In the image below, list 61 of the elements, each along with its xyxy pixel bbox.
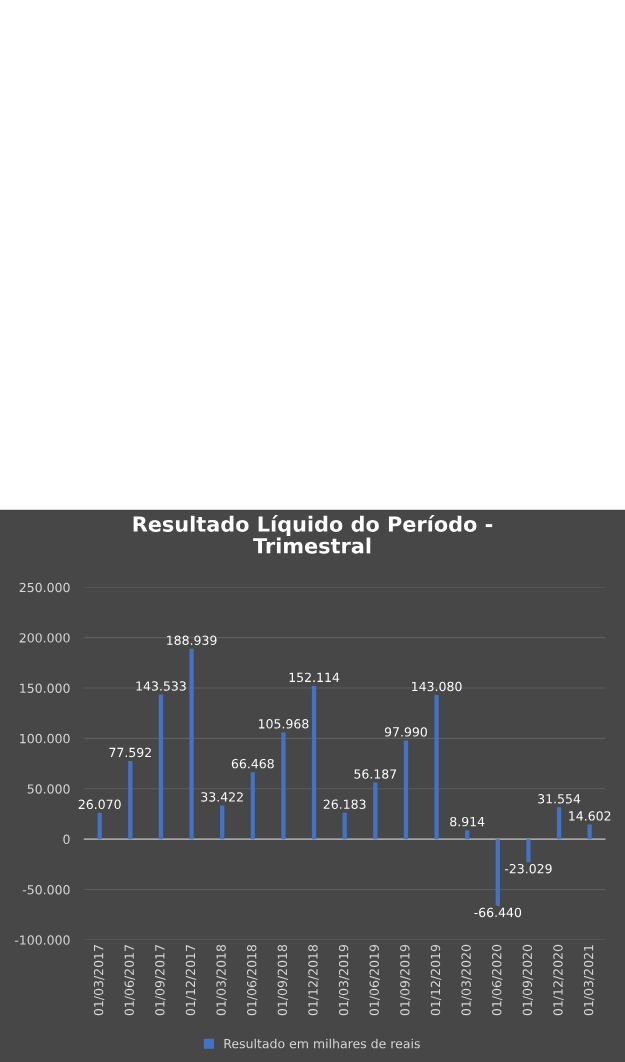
bar [434, 695, 439, 840]
x-tick-label: 01/09/2018 [277, 944, 289, 1016]
x-tick-label: 01/12/2018 [308, 944, 319, 1016]
data-label: 105.968 [258, 719, 309, 729]
bar [158, 694, 164, 840]
y-tick-label: 150.000 [20, 683, 70, 693]
x-tick-label: 01/06/2019 [369, 944, 380, 1016]
bar [465, 830, 470, 840]
bar [587, 824, 592, 840]
x-tick-label: 01/06/2020 [491, 944, 503, 1016]
x-tick-label: 01/03/2018 [216, 944, 227, 1016]
y-tick-label: 100.000 [20, 733, 70, 744]
bar [220, 805, 225, 840]
data-label: 8.914 [450, 816, 485, 827]
data-label: 33.422 [201, 792, 243, 802]
data-label: 66.468 [231, 758, 274, 769]
x-tick-label: 01/03/2021 [583, 945, 595, 1016]
data-label: 152.114 [289, 672, 340, 683]
bar [373, 782, 378, 840]
data-label: 26.070 [78, 799, 121, 810]
bar [97, 812, 102, 840]
x-tick-label: 01/03/2020 [461, 944, 472, 1016]
y-tick-label: 0 [63, 834, 70, 845]
data-label: 188.939 [167, 635, 217, 645]
y-tick-label: -100.000 [14, 935, 70, 945]
data-label: 31.554 [538, 794, 581, 804]
y-tick-label: -50.000 [22, 884, 70, 895]
y-tick-label: 250.000 [19, 582, 70, 593]
y-tick-label: 200.000 [19, 633, 70, 643]
data-label: -23.029 [504, 863, 552, 874]
data-label: 143.080 [412, 681, 462, 692]
x-tick-label: 01/06/2017 [124, 945, 135, 1016]
bar [403, 740, 409, 840]
bar [495, 839, 500, 907]
x-tick-label: 01/09/2019 [400, 944, 411, 1016]
data-label: 56.187 [354, 769, 397, 779]
data-label: 26.183 [323, 799, 366, 809]
bar [250, 772, 255, 840]
x-tick-label: 01/09/2017 [155, 945, 166, 1016]
x-tick-label: 01/03/2019 [338, 944, 350, 1016]
bar [281, 732, 286, 840]
chart-title: Resultado Líquido do Período - Trimestral [133, 514, 493, 554]
x-tick-label: 01/12/2019 [430, 944, 442, 1016]
bar [342, 812, 347, 840]
bar [311, 685, 317, 840]
data-label: 77.592 [109, 747, 151, 758]
y-tick-label: 50.000 [27, 784, 70, 794]
data-label: 97.990 [384, 727, 427, 737]
x-tick-label: 01/06/2018 [246, 944, 258, 1016]
x-tick-label: 01/09/2020 [522, 944, 534, 1016]
data-label: -66.440 [474, 907, 522, 918]
bar [526, 839, 531, 863]
bar [189, 648, 194, 840]
bar [556, 807, 562, 840]
legend-label: Resultado em milhares de reais [224, 1038, 420, 1049]
x-tick-label: 01/03/2017 [93, 945, 105, 1016]
data-label: 143.533 [136, 681, 186, 691]
data-label: 14.602 [569, 811, 611, 821]
bar [128, 760, 133, 840]
x-tick-label: 01/12/2017 [185, 945, 197, 1016]
x-tick-label: 01/12/2020 [553, 944, 564, 1016]
